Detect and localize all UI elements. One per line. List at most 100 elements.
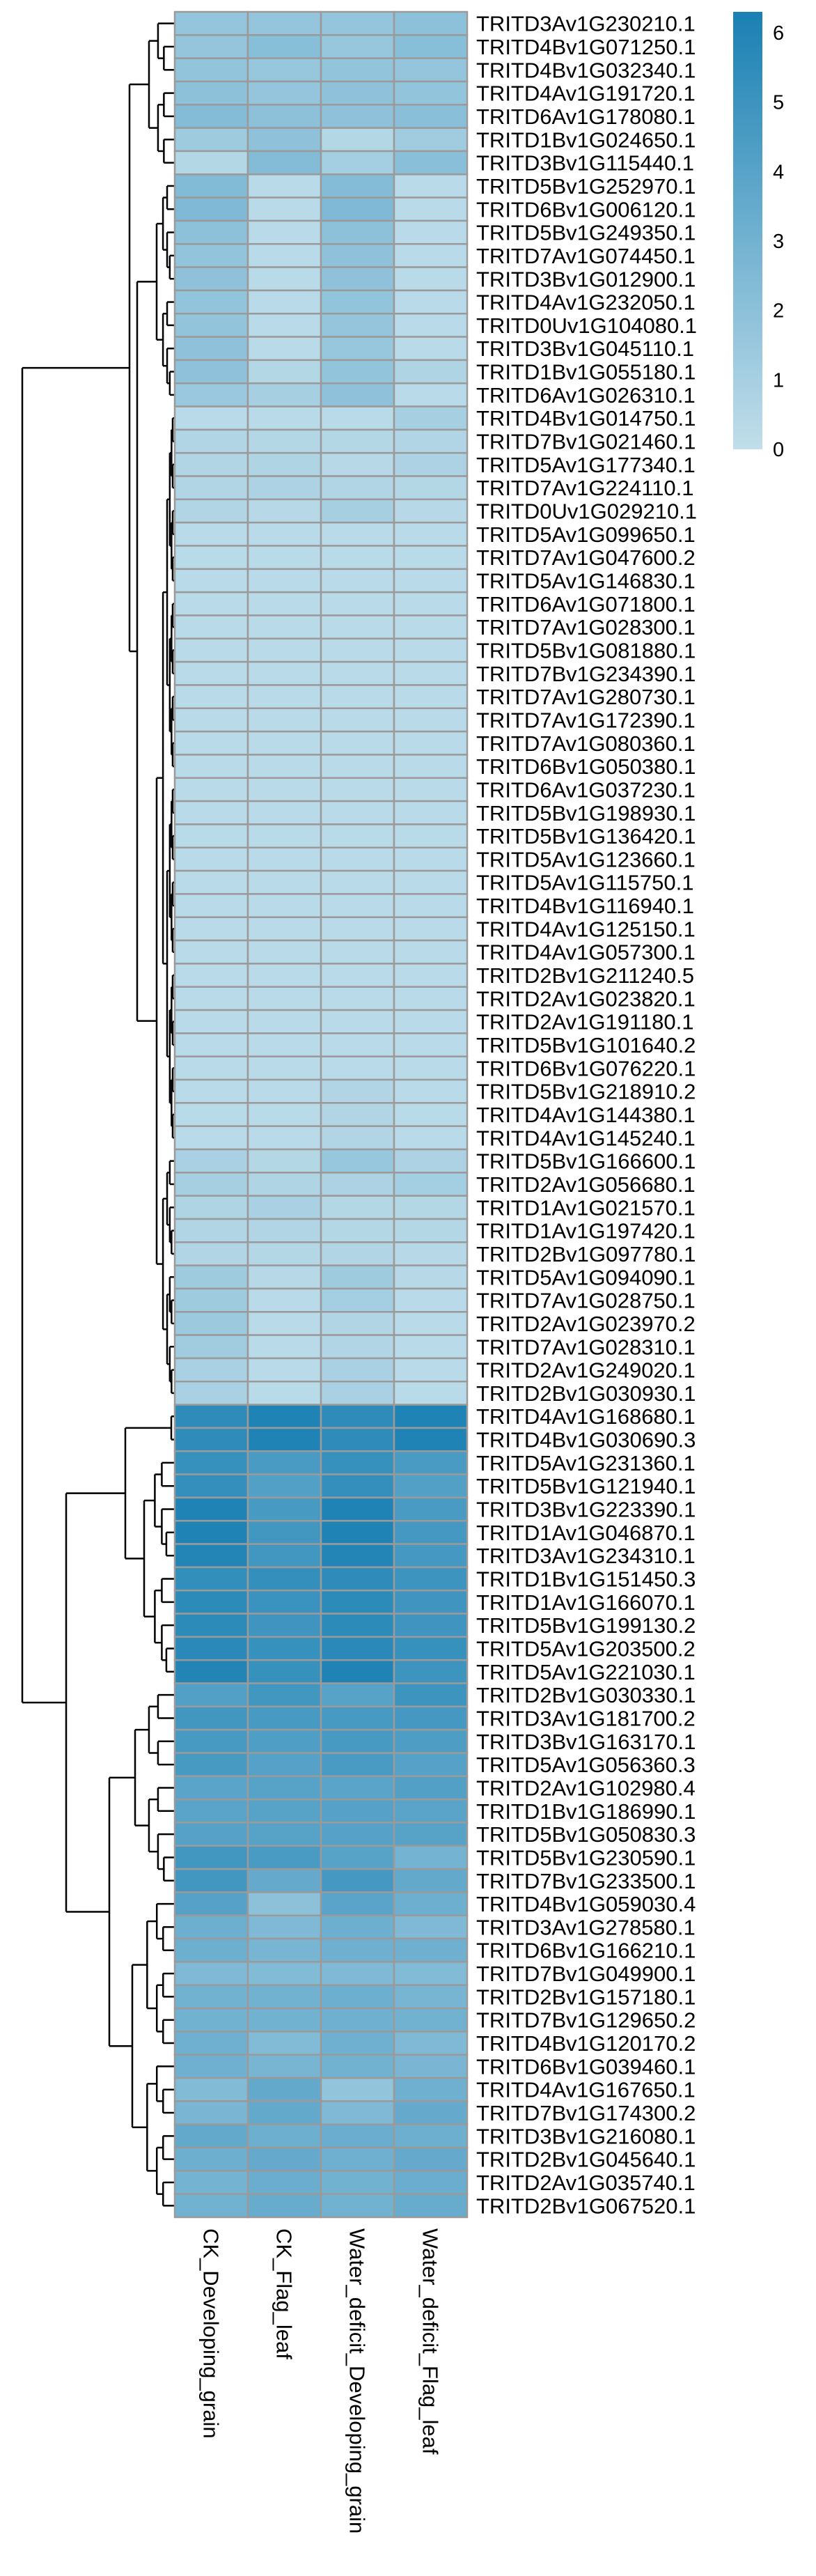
heatmap-cell	[173, 1961, 249, 1986]
heatmap-cell	[246, 2077, 322, 2102]
heatmap-cell	[246, 1822, 322, 1847]
heatmap-cell	[320, 1334, 395, 1360]
heatmap-cell	[320, 1914, 395, 1940]
heatmap-cell	[173, 127, 249, 153]
row-label: TRITD4Bv1G116940.1	[476, 894, 694, 918]
heatmap-cell	[393, 1427, 469, 1452]
row-label: TRITD2Av1G102980.4	[476, 1776, 696, 1800]
heatmap-cell	[393, 2123, 469, 2149]
heatmap-cell	[173, 869, 249, 895]
heatmap-cell	[393, 1125, 469, 1151]
heatmap-cell	[320, 1613, 395, 1638]
row-label: TRITD6Av1G178080.1	[476, 104, 696, 129]
heatmap-cell	[173, 1566, 249, 1592]
row-label: TRITD5Av1G221030.1	[476, 1660, 696, 1684]
heatmap-cell	[173, 1543, 249, 1569]
heatmap-cell	[246, 127, 322, 153]
row-label: TRITD3Av1G181700.2	[476, 1706, 696, 1730]
heatmap-cell	[173, 1404, 249, 1429]
heatmap-cell	[320, 1172, 395, 1197]
heatmap-cell	[393, 289, 469, 315]
heatmap-cell	[246, 1682, 322, 1708]
heatmap-cell	[320, 1427, 395, 1452]
row-label: TRITD2Av1G249020.1	[476, 1358, 696, 1383]
row-label: TRITD3Bv1G012900.1	[476, 267, 696, 291]
heatmap-cell	[173, 1519, 249, 1545]
heatmap-cell	[320, 2007, 395, 2033]
heatmap-cell	[246, 939, 322, 965]
heatmap-cell	[393, 1705, 469, 1731]
heatmap-cell	[173, 1937, 249, 1963]
heatmap-cell	[393, 57, 469, 83]
row-label: TRITD2Bv1G211240.5	[476, 963, 694, 988]
heatmap-cell	[173, 359, 249, 385]
heatmap-cell	[320, 196, 395, 222]
heatmap-cell	[320, 312, 395, 338]
heatmap-cell	[393, 1055, 469, 1081]
row-label: TRITD5Av1G099650.1	[476, 522, 696, 547]
heatmap-cell	[246, 1381, 322, 1406]
heatmap-cell	[320, 1705, 395, 1731]
color-legend: 0 1 2 3 4 5 6	[733, 12, 784, 461]
heatmap-cell	[320, 939, 395, 965]
heatmap-cell	[173, 754, 249, 779]
heatmap-cell	[173, 2077, 249, 2102]
row-label: TRITD1Bv1G055180.1	[476, 360, 696, 385]
heatmap-cell	[246, 312, 322, 338]
row-label: TRITD1Bv1G024650.1	[476, 127, 696, 152]
heatmap-cell	[393, 1148, 469, 1174]
row-label: TRITD7Av1G028300.1	[476, 615, 696, 639]
row-label: TRITD2Av1G056680.1	[476, 1172, 696, 1197]
heatmap-cell	[320, 1148, 395, 1174]
heatmap-cell	[246, 2146, 322, 2172]
heatmap-cell	[393, 846, 469, 872]
heatmap-cell	[173, 1798, 249, 1824]
heatmap-cell	[246, 1102, 322, 1127]
heatmap-cell	[173, 34, 249, 59]
heatmap-cell	[173, 336, 249, 362]
heatmap-cell	[173, 405, 249, 431]
row-label: TRITD2Bv1G067520.1	[476, 2194, 696, 2218]
heatmap-cell	[320, 382, 395, 408]
heatmap-cell	[173, 243, 249, 268]
row-label: TRITD5Bv1G218910.2	[476, 1080, 696, 1104]
row-label: TRITD5Av1G231360.1	[476, 1451, 696, 1475]
heatmap-cell	[173, 1102, 249, 1127]
heatmap-cell	[320, 1775, 395, 1801]
heatmap-cell	[173, 939, 249, 965]
heatmap-cell	[393, 359, 469, 385]
heatmap-cell	[246, 1427, 322, 1452]
row-label: TRITD7Av1G224110.1	[476, 476, 693, 500]
row-label: TRITD5Bv1G166600.1	[476, 1149, 696, 1174]
heatmap-cell	[393, 243, 469, 268]
heatmap-cell	[320, 1798, 395, 1824]
heatmap-cell	[246, 1705, 322, 1731]
heatmap-cell	[320, 80, 395, 106]
row-label: TRITD6Bv1G166210.1	[476, 1939, 696, 1963]
heatmap-cell	[320, 986, 395, 1011]
row-label: TRITD3Bv1G216080.1	[476, 2124, 696, 2148]
heatmap-cell	[246, 1659, 322, 1684]
heatmap-cell	[173, 1822, 249, 1847]
heatmap-cell	[173, 963, 249, 988]
heatmap-cell	[320, 1822, 395, 1847]
heatmap-cell	[320, 10, 395, 36]
heatmap-cell	[173, 1473, 249, 1499]
heatmap-cell	[246, 1496, 322, 1522]
row-label: TRITD4Bv1G014750.1	[476, 406, 696, 430]
row-label: TRITD6Bv1G050380.1	[476, 754, 696, 779]
heatmap-cell	[173, 104, 249, 129]
row-label: TRITD6Av1G037230.1	[476, 777, 696, 802]
heatmap-cell	[393, 1775, 469, 1801]
row-label: TRITD3Bv1G045110.1	[476, 336, 694, 361]
heatmap-cell	[320, 754, 395, 779]
heatmap-cell	[393, 1473, 469, 1499]
heatmap-cell	[246, 359, 322, 385]
heatmap-cell	[320, 1937, 395, 1963]
legend-tick-label: 3	[773, 231, 784, 253]
heatmap-cell	[246, 266, 322, 292]
heatmap-cell	[320, 150, 395, 176]
heatmap-cell	[320, 1519, 395, 1545]
row-label: TRITD5Bv1G121940.1	[476, 1474, 696, 1498]
